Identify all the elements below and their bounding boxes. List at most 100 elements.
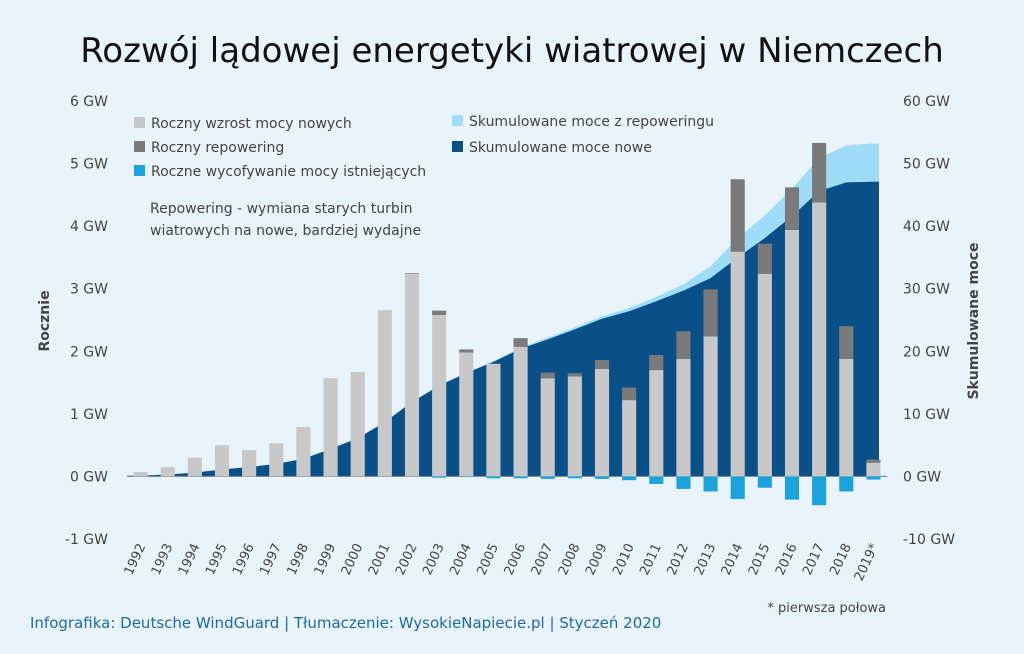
y2-tick-label: -10 GW — [903, 532, 955, 548]
footnote: * pierwsza połowa — [767, 601, 886, 616]
bar-repowering-17 — [594, 360, 610, 369]
bar-new-4 — [242, 450, 257, 477]
legend-label-cum_new: Skumulowane moce nowe — [469, 140, 652, 156]
bar-decommissioning-12 — [459, 476, 474, 478]
x-tick-label: 2004 — [447, 541, 475, 577]
x-tick-label: 2015 — [746, 541, 774, 577]
y2-tick-label: 60 GW — [903, 94, 950, 110]
y-tick-label: 2 GW — [70, 344, 108, 360]
y-tick-label: 4 GW — [70, 219, 108, 235]
x-tick-label: 1993 — [149, 541, 177, 577]
cumulative-areas — [127, 143, 879, 477]
bar-new-23 — [757, 273, 772, 477]
x-tick-label: 2005 — [474, 541, 502, 577]
bar-repowering-19 — [649, 355, 664, 371]
x-tick-label: 2009 — [583, 541, 611, 577]
bar-new-15 — [540, 378, 555, 477]
y2-tick-label: 0 GW — [903, 469, 941, 485]
x-tick-label: 2018 — [827, 541, 855, 577]
bar-new-9 — [377, 309, 392, 477]
x-tick-label: 2017 — [800, 541, 828, 577]
bar-decommissioning-18 — [622, 476, 637, 481]
credit-line: Infografika: Deutsche WindGuard | Tłumac… — [30, 614, 661, 632]
y2-tick-label: 50 GW — [903, 157, 950, 173]
bar-new-10 — [404, 273, 420, 477]
bar-repowering-15 — [540, 372, 555, 379]
bar-repowering-23 — [757, 243, 772, 274]
bar-repowering-21 — [703, 289, 718, 337]
x-tick-label: 2014 — [719, 541, 747, 577]
legend-label-cum_repower: Skumulowane moce z repoweringu — [469, 114, 714, 130]
legend-swatch-new_annual — [134, 117, 145, 128]
x-tick-label: 1998 — [284, 541, 312, 577]
y2-axis-title: Skumulowane moce — [966, 242, 982, 399]
bar-new-18 — [622, 400, 637, 477]
bar-decommissioning-16 — [567, 476, 582, 479]
y-tick-label: 3 GW — [70, 282, 108, 298]
bar-repowering-22 — [730, 179, 745, 252]
bar-new-0 — [133, 472, 148, 477]
bar-decommissioning-13 — [486, 476, 501, 479]
bar-decommissioning-17 — [594, 476, 610, 479]
bar-repowering-24 — [784, 187, 800, 230]
bar-new-25 — [812, 202, 827, 477]
bar-decommissioning-25 — [812, 476, 827, 506]
bar-new-14 — [513, 346, 528, 477]
bar-repowering-26 — [839, 326, 854, 359]
bar-decommissioning-23 — [757, 476, 772, 488]
y2-tick-label: 30 GW — [903, 282, 950, 298]
bar-new-1 — [160, 467, 175, 477]
bar-decommissioning-20 — [676, 476, 691, 489]
repowering-note-line-1: Repowering - wymiana starych turbin — [150, 201, 413, 217]
bar-new-13 — [486, 363, 501, 477]
x-tick-label: 2016 — [773, 541, 801, 577]
bar-repowering-20 — [676, 331, 691, 359]
x-tick-label: 2001 — [366, 541, 394, 577]
legend-label-repowering_annual: Roczny repowering — [151, 140, 284, 156]
bar-new-22 — [730, 251, 745, 477]
bar-new-8 — [350, 371, 365, 477]
x-tick-label: 2012 — [664, 541, 692, 577]
x-tick-label: 1992 — [122, 541, 150, 577]
legend-swatch-cum_repower — [452, 115, 463, 126]
bar-new-11 — [432, 314, 447, 477]
area-cumulative-new — [127, 181, 879, 477]
legend-swatch-decommissioning — [134, 165, 145, 176]
x-tick-label: 2008 — [556, 541, 584, 577]
annual-bars — [133, 142, 881, 506]
y-tick-label: 0 GW — [70, 469, 108, 485]
bar-repowering-27 — [866, 459, 881, 463]
bar-repowering-25 — [812, 142, 827, 203]
bar-decommissioning-22 — [730, 476, 745, 499]
bar-new-16 — [567, 376, 582, 477]
bar-decommissioning-21 — [703, 476, 718, 492]
bar-new-7 — [323, 378, 338, 477]
bar-repowering-12 — [459, 349, 474, 353]
x-tick-label: 2007 — [529, 541, 557, 577]
x-tick-label: 1999 — [312, 541, 340, 577]
bar-decommissioning-19 — [649, 476, 664, 484]
y2-tick-label: 10 GW — [903, 407, 950, 423]
bar-new-27 — [866, 462, 881, 477]
bar-new-5 — [269, 443, 284, 477]
bar-repowering-11 — [432, 310, 447, 315]
bar-decommissioning-15 — [540, 476, 555, 479]
legend-swatch-repowering_annual — [134, 141, 145, 152]
bar-repowering-10 — [404, 273, 420, 274]
y-tick-label: 6 GW — [70, 94, 108, 110]
x-tick-label: 1994 — [176, 541, 204, 577]
x-tick-label: 1997 — [257, 541, 285, 577]
bar-new-6 — [296, 426, 311, 477]
y2-tick-label: 40 GW — [903, 219, 950, 235]
legend-label-new_annual: Roczny wzrost mocy nowych — [151, 116, 352, 132]
bar-new-26 — [839, 358, 854, 477]
bar-repowering-18 — [622, 387, 637, 401]
bar-new-21 — [703, 336, 718, 477]
legend-label-decommissioning: Roczne wycofywanie mocy istniejących — [151, 164, 426, 180]
x-tick-label: 2006 — [502, 541, 530, 577]
legend-swatch-cum_new — [452, 141, 463, 152]
x-tick-label: 1996 — [230, 541, 258, 577]
bar-repowering-14 — [513, 338, 528, 347]
y-tick-label: -1 GW — [65, 532, 108, 548]
bar-new-24 — [784, 229, 800, 477]
